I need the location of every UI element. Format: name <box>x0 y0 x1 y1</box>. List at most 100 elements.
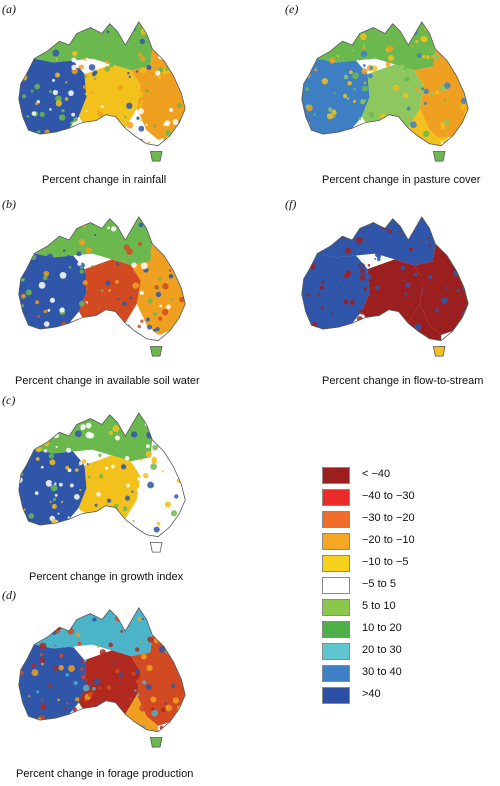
map-speckle <box>46 253 54 260</box>
map-speckle <box>181 247 185 251</box>
map-speckle <box>153 265 157 269</box>
map-speckle <box>157 53 164 60</box>
map-speckle <box>113 660 116 664</box>
map-speckle <box>318 317 323 322</box>
map-speckle <box>327 107 333 112</box>
map-speckle <box>159 304 163 308</box>
map-speckle <box>310 336 316 341</box>
map-soil-water <box>2 211 202 361</box>
map-speckle <box>151 709 158 717</box>
map-speckle <box>23 39 31 47</box>
map-speckle <box>140 56 146 62</box>
map-speckle <box>383 326 386 329</box>
map-speckle <box>373 121 377 124</box>
map-speckle <box>350 122 354 126</box>
map-speckle <box>55 100 63 107</box>
map-speckle <box>24 723 31 730</box>
map-speckle <box>162 454 167 459</box>
map-speckle <box>91 328 97 334</box>
map-speckle <box>448 318 452 322</box>
map-speckle <box>145 444 150 449</box>
map-speckle <box>147 78 151 83</box>
map-speckle <box>54 623 62 631</box>
map-speckle <box>344 247 352 254</box>
map-speckle <box>410 121 417 129</box>
map-speckle <box>55 726 58 729</box>
map-speckle <box>85 422 92 429</box>
map-speckle <box>90 91 94 95</box>
map-speckle <box>362 85 369 92</box>
map-speckle <box>161 470 164 473</box>
map-speckle <box>110 226 117 232</box>
map-speckle <box>332 114 336 118</box>
legend-swatch <box>322 489 350 506</box>
map-speckle <box>57 512 60 515</box>
map-speckle <box>51 476 55 480</box>
tasmania <box>432 151 446 162</box>
legend-label: −5 to 5 <box>362 578 396 590</box>
map-speckle <box>305 331 312 337</box>
map-speckle <box>82 684 90 692</box>
map-speckle <box>399 247 402 250</box>
map-region-south <box>408 303 442 341</box>
map-speckle <box>133 333 138 338</box>
map-speckle <box>379 272 384 276</box>
legend-label: −30 to −20 <box>362 512 415 524</box>
map-speckle <box>75 697 80 702</box>
map-speckle <box>75 430 82 438</box>
map-speckle <box>421 87 425 91</box>
map-speckle <box>347 80 352 86</box>
map-speckle <box>327 227 335 234</box>
map-speckle <box>450 33 455 39</box>
panel-caption: Percent change in available soil water <box>15 375 200 387</box>
map-speckle <box>63 707 66 710</box>
map-speckle <box>336 55 340 58</box>
panel-b: (b) Percent change in available soil wat… <box>2 197 202 392</box>
map-speckle <box>387 54 394 62</box>
map-speckle <box>137 616 142 621</box>
map-speckle <box>158 276 162 281</box>
map-speckle <box>137 324 141 329</box>
map-speckle <box>386 45 394 52</box>
map-speckle <box>70 284 75 289</box>
map-speckle <box>96 110 100 113</box>
map-speckle <box>110 464 115 469</box>
map-speckle <box>164 240 172 247</box>
map-speckle <box>126 102 133 110</box>
map-speckle <box>172 415 175 418</box>
map-speckle <box>91 72 97 77</box>
map-speckle <box>174 494 179 499</box>
coastline <box>301 21 469 147</box>
map-speckle <box>87 708 93 713</box>
map-speckle <box>152 677 158 684</box>
map-speckle <box>324 225 329 229</box>
map-speckle <box>146 607 151 612</box>
map-speckle <box>433 54 440 61</box>
map-speckle <box>110 67 113 71</box>
map-speckle <box>107 711 115 718</box>
map-speckle <box>157 431 162 436</box>
map-speckle <box>308 52 312 56</box>
map-speckle <box>65 81 68 84</box>
map-speckle <box>301 255 307 262</box>
australia-map <box>18 21 186 162</box>
map-speckle <box>68 665 75 672</box>
map-speckle <box>114 335 118 338</box>
map-speckle <box>40 465 44 469</box>
map-speckle <box>392 319 396 324</box>
map-speckle <box>442 291 446 295</box>
map-speckle <box>69 641 76 648</box>
map-speckle <box>43 309 47 314</box>
map-speckle <box>443 98 447 102</box>
map-speckle <box>32 417 37 422</box>
map-speckle <box>104 66 111 72</box>
map-speckle <box>172 697 179 704</box>
map-speckle <box>369 289 374 295</box>
map-speckle <box>178 319 185 326</box>
map-speckle <box>360 268 365 274</box>
map-speckle <box>106 30 110 34</box>
map-speckle <box>162 308 169 316</box>
map-speckle <box>398 241 406 249</box>
map-speckle <box>39 657 45 663</box>
map-speckle <box>123 229 127 232</box>
